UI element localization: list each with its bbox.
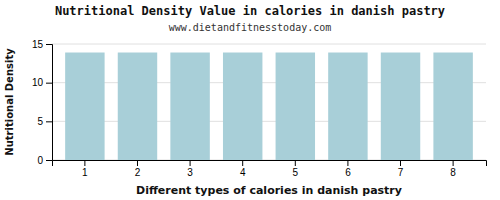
bar <box>118 53 157 160</box>
subtitle: www.dietandfitnesstoday.com <box>169 22 332 33</box>
bar <box>433 53 472 160</box>
tick-label: 0 <box>37 155 43 166</box>
grid-line <box>52 121 486 122</box>
tick-mark <box>295 160 296 166</box>
tick-mark <box>400 160 401 166</box>
grid-line <box>52 82 486 83</box>
y-axis: 0 5 10 15 <box>32 39 53 166</box>
tick: 0 <box>37 155 52 166</box>
tick-label: 3 <box>187 167 193 178</box>
tick-mark <box>46 121 52 122</box>
tick-label: 5 <box>37 116 43 127</box>
tick: 10 <box>32 77 52 88</box>
bar <box>223 53 262 160</box>
tick-label: 7 <box>398 167 404 178</box>
tick-mark <box>46 44 52 45</box>
tick: 5 <box>37 116 52 127</box>
tick: 1 <box>82 160 88 178</box>
tick-mark <box>190 160 191 166</box>
tick-mark <box>46 83 52 84</box>
tick-label: 15 <box>32 39 44 50</box>
y-axis-title: Nutritional Density <box>4 48 15 156</box>
tick-mark <box>453 160 454 166</box>
axis-line <box>53 161 487 167</box>
tick-mark <box>137 160 138 166</box>
tick-label: 6 <box>345 167 351 178</box>
tick-label: 4 <box>240 167 246 178</box>
grid <box>52 44 486 160</box>
tick: 5 <box>293 160 299 178</box>
tick: 8 <box>450 160 456 178</box>
bar <box>381 53 420 160</box>
tick: 7 <box>398 160 404 178</box>
grid-line <box>52 44 486 45</box>
tick-mark <box>347 160 348 166</box>
title: Nutritional Density Value in calories in… <box>55 4 445 18</box>
tick-label: 10 <box>32 77 44 88</box>
tick-label: 2 <box>135 167 141 178</box>
tick-label: 5 <box>293 167 299 178</box>
tick-label: 8 <box>450 167 456 178</box>
tick: 6 <box>345 160 351 178</box>
bar <box>170 53 209 160</box>
tick-mark <box>242 160 243 166</box>
tick: 3 <box>187 160 193 178</box>
bar <box>276 53 315 160</box>
tick-mark <box>46 160 52 161</box>
tick: 2 <box>135 160 141 178</box>
bar <box>65 53 104 160</box>
axis-line <box>46 45 53 161</box>
x-axis: 1 2 3 4 5 6 7 8 <box>53 160 487 178</box>
chart: Nutritional Density Value in calories in… <box>0 0 500 200</box>
tick: 4 <box>240 160 246 178</box>
plot: 0 5 10 15 1 2 3 4 5 6 7 8 <box>32 39 487 178</box>
bars <box>65 53 473 160</box>
x-axis-title: Different types of calories in danish pa… <box>136 184 402 197</box>
bar <box>328 53 367 160</box>
tick-mark <box>84 160 85 166</box>
tick: 15 <box>32 39 52 50</box>
tick-label: 1 <box>82 167 88 178</box>
